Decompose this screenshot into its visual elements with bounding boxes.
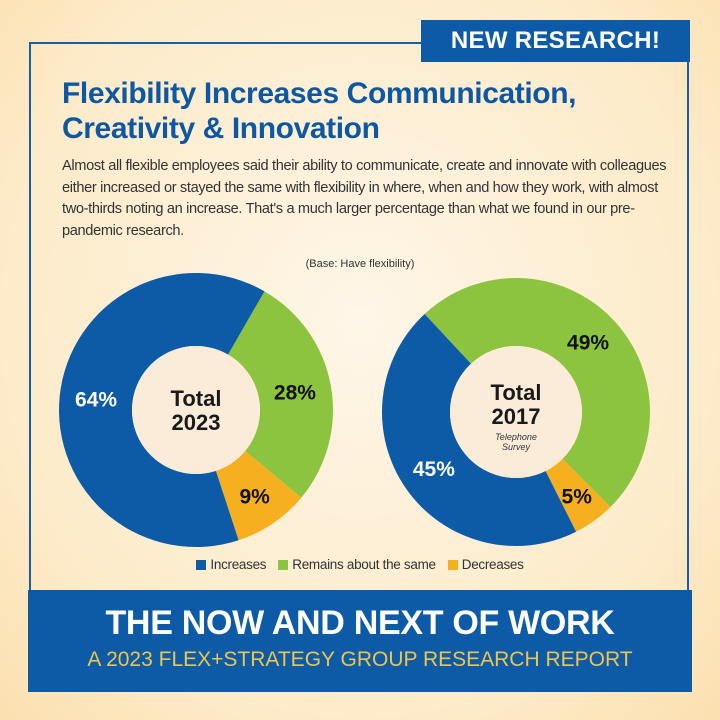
center-label: 2023 [172,410,221,435]
legend: Increases Remains about the same Decreas… [0,557,720,572]
center-label: Total [171,386,222,411]
title-line-1: Flexibility Increases Communication, [62,77,577,110]
footer-band: THE NOW AND NEXT OF WORK A 2023 FLEX+STR… [28,590,692,692]
data-label: 28% [274,381,316,404]
content-frame [29,42,689,590]
legend-item-remains: Remains about the same [278,557,436,572]
legend-item-increases: Increases [196,557,267,572]
footer-subtitle: A 2023 FLEX+STRATEGY GROUP RESEARCH REPO… [87,648,633,671]
donut-center [132,346,260,474]
donut-center [450,346,582,478]
donut-segment-decreases [215,450,302,541]
page-title: Flexibility Increases Communication, Cre… [62,76,702,146]
center-sublabel: Survey [502,442,531,452]
data-label: 64% [75,389,117,412]
data-label: 49% [567,332,609,355]
donut-segment-remains-about-the-same [424,277,651,508]
legend-swatch [447,559,458,570]
center-label: 2017 [492,404,541,429]
donut-segment-remains-about-the-same [228,291,333,498]
title-line-2: Creativity & Innovation [62,112,380,145]
donut-segment-increases [58,273,265,547]
legend-item-decreases: Decreases [447,557,524,572]
body-text: Almost all flexible employees said their… [62,158,667,239]
footer-title: THE NOW AND NEXT OF WORK [105,604,615,642]
center-sublabel: Telephone [495,432,537,442]
data-label: 45% [413,458,455,481]
legend-swatch [196,559,207,570]
donut-segment-decreases [545,458,611,532]
new-research-badge: NEW RESEARCH! [421,20,690,62]
data-label: 5% [562,485,593,508]
donut-charts: 28%9%64% Total202349%5%45%Total2017Teleph… [58,273,651,547]
data-label: 9% [239,485,270,508]
donut-segment-increases [382,313,577,546]
legend-swatch [278,559,289,570]
center-label: Total [491,380,542,405]
base-note: (Base: Have flexibility) [305,258,415,270]
